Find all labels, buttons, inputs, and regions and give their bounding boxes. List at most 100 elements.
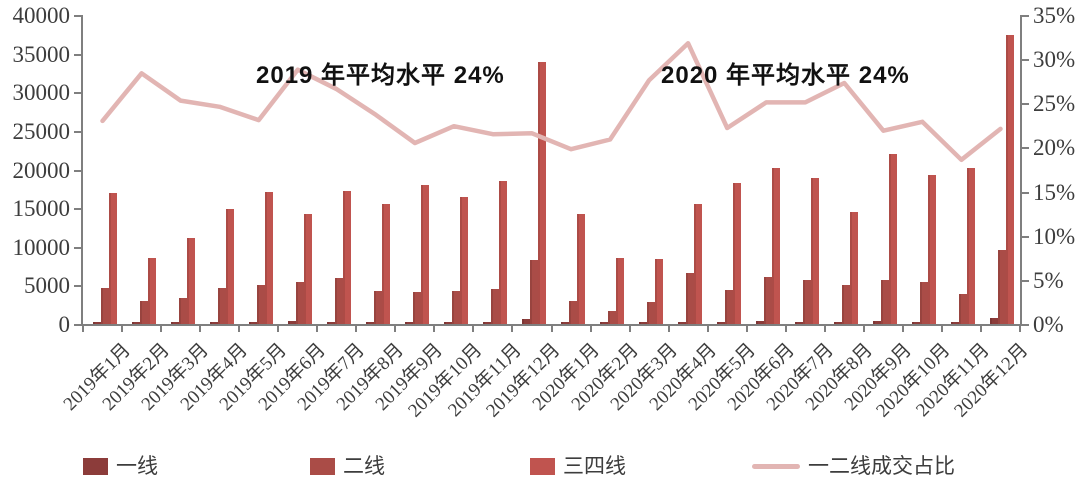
annotation-2020-average: 2020 年平均水平 24% bbox=[661, 62, 910, 89]
y-axis-right-label: 15% bbox=[1033, 179, 1076, 205]
y-axis-left-tick bbox=[74, 130, 81, 133]
y-axis-left-label: 5000 bbox=[24, 273, 70, 299]
bar-二线 bbox=[412, 292, 421, 324]
bar-三四线 bbox=[108, 192, 117, 324]
bar-group bbox=[404, 184, 429, 324]
y-axis-left-label: 20000 bbox=[12, 157, 71, 183]
y-axis-left-label: 30000 bbox=[12, 80, 71, 106]
bar-一线 bbox=[717, 322, 726, 324]
bar-二线 bbox=[490, 288, 499, 324]
bar-二线 bbox=[959, 293, 968, 324]
bar-三四线 bbox=[889, 153, 898, 324]
y-axis-left-tick bbox=[74, 246, 81, 249]
x-axis-tick bbox=[862, 326, 865, 332]
bar-三四线 bbox=[616, 257, 625, 324]
x-axis-tick bbox=[628, 326, 631, 332]
bar-三四线 bbox=[850, 212, 859, 324]
x-axis-tick bbox=[550, 326, 553, 332]
bar-三四线 bbox=[577, 214, 586, 324]
bar-一线 bbox=[756, 321, 765, 324]
bar-二线 bbox=[139, 300, 148, 324]
legend-item-一线: 一线 bbox=[83, 455, 158, 476]
bar-二线 bbox=[569, 300, 578, 324]
legend-item-三四线: 三四线 bbox=[530, 453, 626, 478]
bar-三四线 bbox=[420, 184, 429, 324]
bar-一线 bbox=[990, 318, 999, 324]
bar-二线 bbox=[608, 311, 617, 324]
bar-三四线 bbox=[186, 237, 195, 324]
bar-一线 bbox=[600, 322, 609, 324]
bar-三四线 bbox=[733, 183, 742, 324]
bar-三四线 bbox=[967, 167, 976, 324]
bar-一线 bbox=[365, 322, 374, 324]
legend-label: 三四线 bbox=[563, 453, 626, 478]
bar-二线 bbox=[842, 285, 851, 324]
y-axis-right-label: 25% bbox=[1033, 91, 1076, 117]
bar-三四线 bbox=[459, 197, 468, 324]
bar-group bbox=[951, 167, 976, 324]
y-axis-left-tick bbox=[74, 92, 81, 95]
y-axis-right-tick bbox=[1022, 279, 1029, 282]
x-axis-tick bbox=[1019, 326, 1021, 332]
bar-二线 bbox=[725, 289, 734, 324]
x-axis-tick bbox=[121, 326, 124, 332]
x-axis-tick bbox=[706, 326, 709, 332]
x-axis-tick bbox=[316, 326, 319, 332]
x-axis bbox=[81, 324, 1022, 326]
bar-group bbox=[443, 197, 468, 324]
y-axis-left-label: 10000 bbox=[12, 234, 71, 260]
y-axis-left-label: 15000 bbox=[12, 196, 71, 222]
bar-三四线 bbox=[225, 208, 234, 324]
bar-group bbox=[92, 192, 117, 324]
bar-三四线 bbox=[498, 181, 507, 324]
x-axis-tick bbox=[784, 326, 787, 332]
x-axis-tick bbox=[355, 326, 358, 332]
bar-group bbox=[756, 168, 781, 324]
bar-group bbox=[131, 257, 156, 324]
legend-bar-swatch bbox=[530, 457, 555, 475]
bar-group bbox=[795, 178, 820, 324]
x-axis-tick bbox=[511, 326, 514, 332]
bar-三四线 bbox=[1006, 35, 1015, 324]
y-axis-left-tick bbox=[74, 324, 81, 326]
y-axis-left-label: 40000 bbox=[12, 3, 71, 28]
bar-三四线 bbox=[342, 191, 351, 324]
y-axis-right-tick bbox=[1022, 324, 1029, 326]
bar-二线 bbox=[920, 281, 929, 324]
bar-二线 bbox=[881, 279, 890, 324]
y-axis-right-tick bbox=[1022, 147, 1029, 150]
y-axis-right-tick bbox=[1022, 103, 1029, 106]
bar-group bbox=[521, 62, 546, 324]
bar-三四线 bbox=[264, 191, 273, 324]
bar-一线 bbox=[639, 322, 648, 324]
bar-一线 bbox=[873, 320, 882, 324]
bar-二线 bbox=[334, 278, 343, 324]
bar-一线 bbox=[404, 322, 413, 324]
bar-一线 bbox=[795, 321, 804, 324]
x-axis-tick bbox=[277, 326, 280, 332]
bar-二线 bbox=[217, 287, 226, 324]
bar-一线 bbox=[678, 322, 687, 324]
bar-二线 bbox=[295, 282, 304, 324]
x-axis-tick bbox=[745, 326, 748, 332]
bars-layer bbox=[83, 15, 1020, 324]
x-axis-tick bbox=[238, 326, 241, 332]
bar-二线 bbox=[529, 259, 538, 324]
bar-二线 bbox=[100, 288, 109, 324]
bar-一线 bbox=[326, 321, 335, 324]
bar-一线 bbox=[443, 322, 452, 324]
bar-一线 bbox=[248, 322, 257, 324]
y-axis-left-label: 0 bbox=[58, 312, 71, 337]
bar-三四线 bbox=[811, 178, 820, 324]
bar-一线 bbox=[287, 320, 296, 324]
legend-item-一二线成交占比: 一二线成交占比 bbox=[752, 455, 955, 476]
bar-二线 bbox=[998, 249, 1007, 324]
bar-三四线 bbox=[537, 62, 546, 324]
y-axis-right-tick bbox=[1022, 191, 1029, 194]
bar-group bbox=[834, 212, 859, 324]
bar-三四线 bbox=[381, 204, 390, 324]
x-axis-tick bbox=[160, 326, 163, 332]
bar-一线 bbox=[170, 321, 179, 324]
bar-二线 bbox=[803, 280, 812, 324]
